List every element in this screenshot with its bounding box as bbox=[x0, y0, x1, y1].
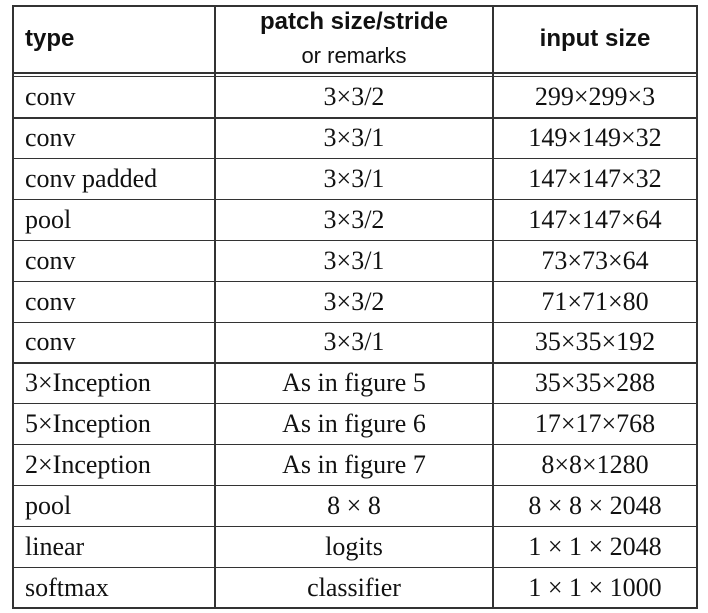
row-rule bbox=[13, 158, 697, 160]
table-cell: conv bbox=[25, 286, 76, 316]
table-cell: pool bbox=[25, 490, 72, 520]
table-cell: 3×3/1 bbox=[323, 164, 385, 194]
column-rule bbox=[696, 5, 698, 609]
header-cell: patch size/stride bbox=[259, 8, 449, 35]
row-rule bbox=[13, 239, 697, 242]
table-cell: 71×71×80 bbox=[541, 286, 649, 316]
table-cell: 2×Inception bbox=[25, 450, 151, 480]
table-cell: 73×73×64 bbox=[541, 245, 649, 275]
row-rule bbox=[13, 280, 697, 282]
header-rule bbox=[13, 75, 697, 77]
table-cell: conv padded bbox=[25, 164, 158, 194]
table-cell: conv bbox=[25, 82, 76, 112]
table-cell: As in figure 5 bbox=[282, 368, 426, 398]
row-rule bbox=[13, 525, 697, 527]
table-cell: 147×147×64 bbox=[528, 204, 662, 234]
row-rule bbox=[13, 566, 697, 568]
table-cell: 8 × 8 × 2048 bbox=[528, 490, 662, 520]
table-cell: pool bbox=[25, 204, 72, 234]
header-rule bbox=[13, 72, 697, 74]
row-rule bbox=[13, 362, 697, 364]
table-cell: As in figure 6 bbox=[282, 409, 426, 439]
table-cell: 1 × 1 × 1000 bbox=[528, 572, 662, 602]
table-cell: 35×35×192 bbox=[534, 327, 656, 357]
table-cell: 3×3/1 bbox=[323, 245, 385, 275]
table-cell: logits bbox=[325, 531, 383, 561]
table-cell: conv bbox=[25, 123, 76, 153]
header-cell: input size bbox=[539, 24, 651, 52]
row-rule bbox=[13, 484, 697, 487]
row-rule bbox=[13, 444, 697, 446]
row-rule bbox=[13, 117, 697, 119]
header-cell: type bbox=[25, 24, 75, 52]
header-subtext: or remarks bbox=[301, 43, 407, 68]
table-border bbox=[13, 5, 697, 7]
table-cell: conv bbox=[25, 245, 76, 275]
column-rule bbox=[12, 5, 14, 609]
table-cell: 3×3/2 bbox=[323, 286, 385, 316]
table-cell: 3×Inception bbox=[25, 368, 151, 398]
table-cell: 8×8×1280 bbox=[541, 450, 649, 480]
table-cell: linear bbox=[25, 531, 85, 561]
table-cell: 8 × 8 bbox=[327, 490, 381, 520]
row-rule bbox=[13, 403, 697, 405]
row-rule bbox=[13, 199, 697, 201]
table-cell: 299×299×3 bbox=[534, 82, 656, 112]
column-rule bbox=[492, 5, 494, 609]
table-cell: 1 × 1 × 2048 bbox=[528, 531, 662, 561]
table-cell: 147×147×32 bbox=[528, 164, 662, 194]
table-cell: 3×3/2 bbox=[323, 204, 385, 234]
table-cell: 5×Inception bbox=[25, 409, 151, 439]
table-cell: 35×35×288 bbox=[534, 368, 656, 398]
table-cell: 17×17×768 bbox=[534, 409, 656, 439]
table-cell: 3×3/1 bbox=[323, 327, 385, 357]
table-cell: 3×3/1 bbox=[323, 123, 385, 153]
table-cell: 3×3/2 bbox=[323, 82, 385, 112]
table-cell: classifier bbox=[307, 572, 401, 602]
table-cell: conv bbox=[25, 327, 76, 357]
table-cell: softmax bbox=[25, 572, 109, 602]
table-cell: As in figure 7 bbox=[282, 450, 426, 480]
table-border bbox=[13, 607, 697, 609]
table-cell: 149×149×32 bbox=[528, 123, 662, 153]
column-rule bbox=[214, 5, 216, 609]
row-rule bbox=[13, 321, 697, 323]
